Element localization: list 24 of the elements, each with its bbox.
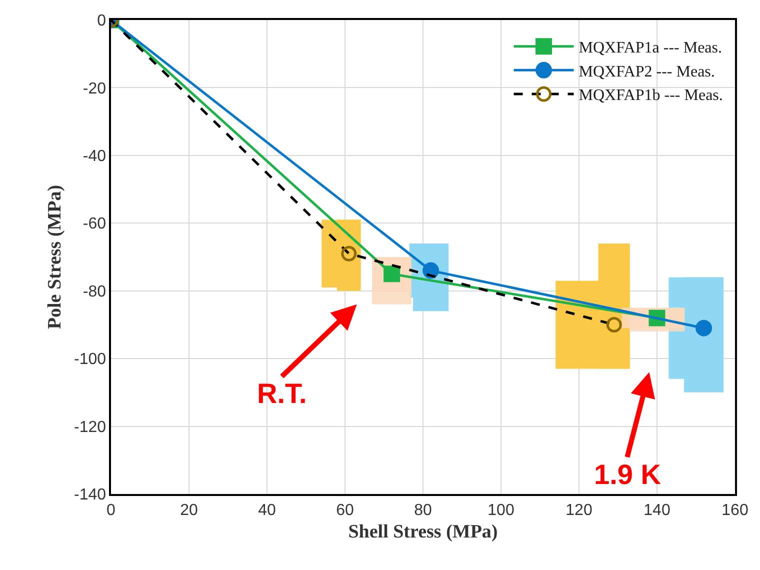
annotation: R.T. [257,378,307,409]
y-tick-label: -40 [82,148,106,166]
y-tick-label: -80 [82,283,106,300]
x-tick-label: 100 [488,502,514,519]
y-axis-title: Pole Stress (MPa) [44,184,66,330]
x-axis-title: Shell Stress (MPa) [348,521,498,542]
legend-label: MQXFAP1a --- Meas. [578,40,722,57]
y-tick-label: -100 [74,351,106,368]
legend-label: MQXFAP1b --- Meas. [578,87,723,104]
point [696,320,712,336]
y-tick-label: -120 [74,418,106,436]
y-tick-label: -140 [74,486,106,504]
x-tick-label: 20 [180,502,198,519]
x-tick-label: 80 [414,502,432,519]
x-tick-label: 120 [566,502,592,519]
x-tick-label: 140 [644,502,670,519]
x-tick-label: 160 [722,502,748,519]
y-tick-label: -60 [82,216,106,233]
y-tick-label: -20 [82,80,106,98]
x-tick-label: 60 [336,502,354,519]
y-tick-label: 0 [97,12,106,30]
legend-label: MQXFAP2 --- Meas. [578,63,715,80]
x-tick-label: 40 [258,502,276,519]
annotation: 1.9 K [594,459,661,490]
